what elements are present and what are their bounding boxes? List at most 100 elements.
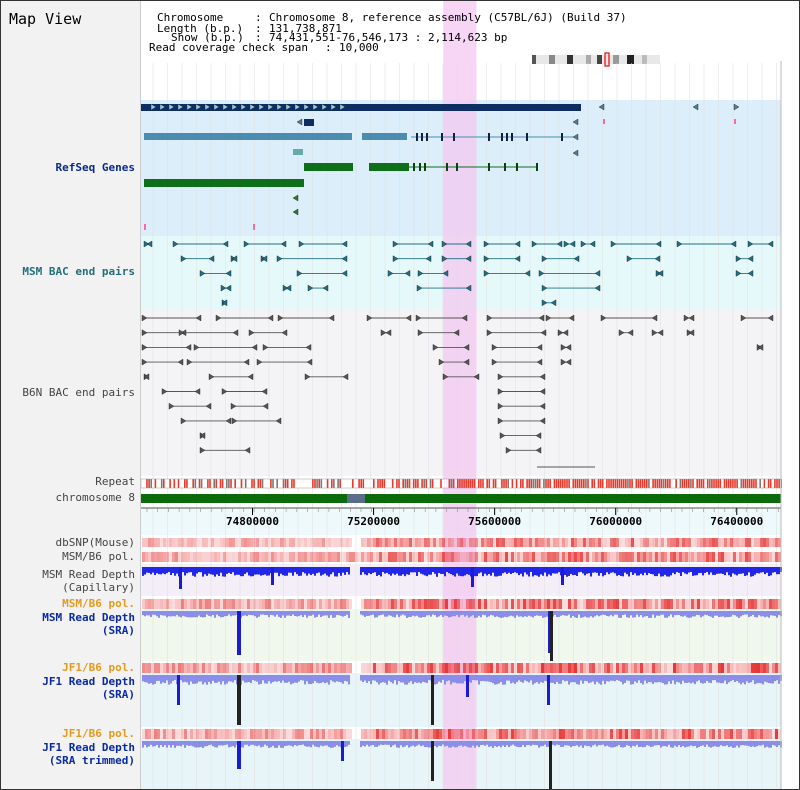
heat-cell [496, 538, 499, 547]
depth-bar [518, 611, 520, 617]
depth-bar [412, 611, 414, 616]
bac-end-arrow [141, 329, 148, 337]
depth-bar [422, 741, 424, 746]
depth-bar [610, 741, 612, 748]
depth-bar [598, 741, 600, 746]
gene-exon-arrow [321, 103, 328, 111]
heat-cell [244, 729, 247, 739]
depth-bar [196, 675, 198, 684]
bac-end-arrow [491, 358, 498, 366]
depth-bar [682, 741, 684, 747]
depth-bar [286, 741, 288, 746]
heat-cell [769, 663, 772, 673]
bac-end-arrow [524, 270, 531, 277]
depth-bar [202, 675, 204, 685]
depth-bar [244, 675, 246, 683]
depth-bar [582, 675, 584, 684]
heat-cell [520, 552, 523, 562]
heat-cell [373, 729, 376, 739]
heat-cell [670, 663, 673, 673]
depth-bar [558, 567, 560, 573]
depth-bar [388, 611, 390, 616]
depth-bar [204, 675, 206, 683]
heat-cell [262, 599, 265, 609]
repeat-mark [585, 479, 587, 488]
repeat-mark [734, 479, 736, 488]
heat-cell [223, 729, 226, 739]
gene-exon-arrow [222, 103, 229, 111]
repeat-mark [408, 479, 411, 488]
depth-bar [714, 611, 716, 616]
bac-end-arrow [282, 284, 289, 292]
depth-bar [466, 741, 468, 747]
heat-cell [247, 552, 250, 562]
depth-bar [760, 675, 762, 684]
bac-end-arrow [541, 255, 548, 263]
depth-bar [694, 675, 696, 685]
heat-cell [298, 552, 301, 562]
gene-block [293, 149, 303, 155]
repeat-mark [213, 479, 215, 488]
heat-cell [511, 729, 514, 739]
heat-cell [361, 538, 364, 547]
heat-cell [484, 538, 487, 547]
repeat-mark [417, 479, 419, 488]
heat-cell [217, 538, 220, 547]
depth-bar [216, 675, 218, 683]
heat-cell [190, 538, 193, 547]
heat-cell [331, 663, 334, 673]
bac-end-arrow [322, 284, 329, 292]
depth-bar [208, 567, 210, 574]
depth-bar [752, 741, 754, 747]
depth-bar [172, 675, 174, 681]
msm-depth-sra [142, 611, 782, 661]
depth-bar [252, 741, 254, 745]
repeat-mark [446, 479, 449, 488]
depth-bar [418, 675, 420, 683]
depth-bar [146, 567, 148, 573]
heat-cell [364, 663, 367, 673]
depth-bar [514, 611, 516, 618]
heat-cell [664, 538, 667, 547]
depth-bar [156, 611, 158, 617]
heat-cell [268, 729, 271, 739]
heat-cell [529, 599, 532, 609]
depth-bar [206, 741, 208, 746]
depth-bar [278, 741, 280, 746]
heat-cell [460, 552, 463, 562]
depth-bar [400, 611, 402, 616]
bac-end-arrow [248, 329, 255, 337]
heat-cell [652, 729, 655, 739]
heat-cell [334, 729, 337, 739]
heat-cell [448, 729, 451, 739]
repeat-mark [631, 479, 633, 488]
depth-bar [436, 741, 438, 748]
depth-bar [654, 675, 656, 683]
heat-cell [259, 599, 262, 609]
heat-cell [469, 552, 472, 562]
heat-cell [499, 663, 502, 673]
repeat-mark [625, 479, 627, 488]
depth-bar [242, 611, 244, 616]
depth-bar [264, 675, 266, 684]
depth-bar [386, 741, 388, 745]
heat-cell [295, 729, 298, 739]
depth-bar [392, 567, 394, 574]
depth-bar [752, 611, 754, 615]
depth-bar [296, 611, 298, 617]
depth-bar [480, 611, 482, 618]
depth-bar [220, 741, 222, 746]
depth-bar [732, 675, 734, 680]
repeat-mark [772, 479, 774, 488]
depth-bar [754, 611, 756, 618]
heat-cell [439, 663, 442, 673]
bac-end-arrow [461, 314, 468, 322]
depth-bar [530, 567, 532, 572]
depth-bar [398, 611, 400, 618]
repeat-mark [719, 479, 722, 488]
length-sep: : [255, 22, 262, 35]
heat-cell [706, 729, 709, 739]
repeat-mark [614, 479, 617, 488]
heat-cell [520, 599, 523, 609]
